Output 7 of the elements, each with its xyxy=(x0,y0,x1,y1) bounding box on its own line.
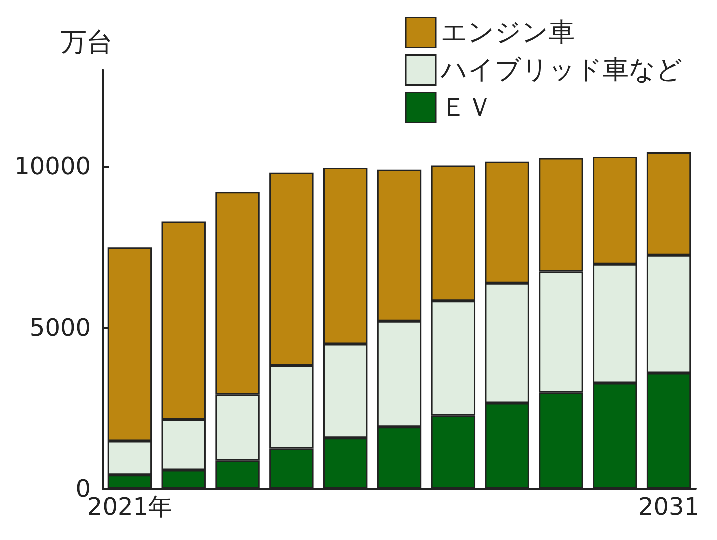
y-tick-label: 5000 xyxy=(30,314,91,342)
y-tick-label: 10000 xyxy=(14,152,91,181)
legend-label: ＥＶ xyxy=(441,92,493,123)
legend-label: ハイブリッド車など xyxy=(440,55,683,86)
x-tick-label: 2031 xyxy=(638,493,700,521)
y-axis-title: 万台 xyxy=(61,28,113,58)
legend-label: エンジン車 xyxy=(441,18,575,48)
